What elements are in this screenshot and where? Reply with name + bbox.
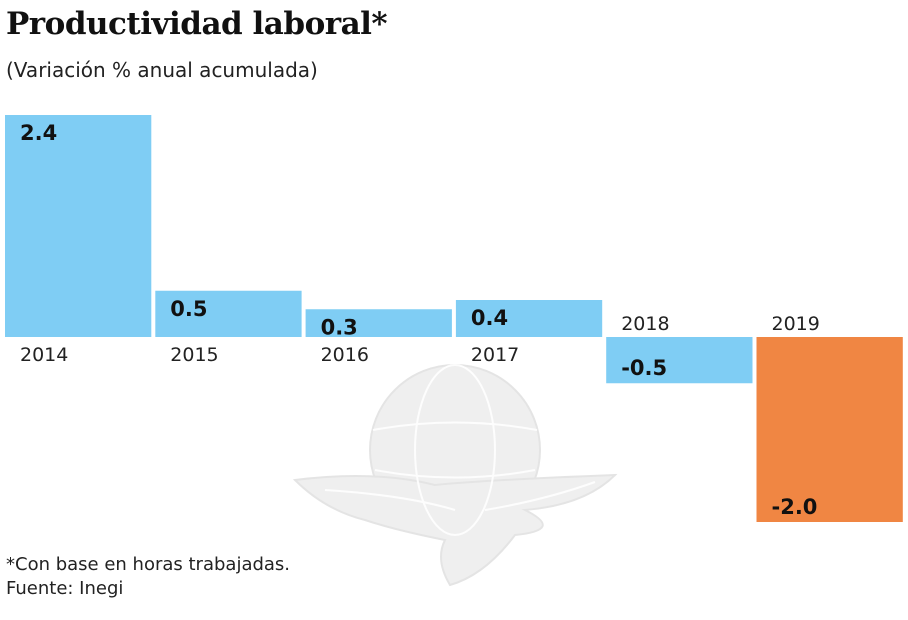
tick-label-2019: 2019 — [772, 313, 820, 335]
value-label-2016: 0.3 — [321, 315, 358, 339]
tick-label-2018: 2018 — [621, 313, 669, 335]
bar-2017 — [455, 300, 603, 337]
tick-label-2016: 2016 — [321, 344, 369, 366]
bar-2019 — [756, 337, 903, 522]
source-note: Fuente: Inegi — [6, 578, 124, 599]
bar-2018 — [606, 337, 753, 384]
eagle-globe-logo-icon — [292, 364, 618, 587]
value-label-2015: 0.5 — [170, 297, 207, 321]
value-label-2014: 2.4 — [20, 121, 57, 145]
chart-title: Productividad laboral* — [6, 6, 388, 42]
footnote: *Con base en horas trabajadas. — [6, 554, 291, 575]
bar-2015 — [155, 290, 302, 337]
value-label-2019: -2.0 — [772, 495, 818, 519]
value-label-2018: -0.5 — [621, 356, 667, 380]
tick-label-2015: 2015 — [170, 344, 218, 366]
value-label-2017: 0.4 — [471, 306, 508, 330]
bar-2016 — [305, 309, 452, 337]
bar-2014 — [5, 115, 152, 337]
chart-subtitle: (Variación % anual acumulada) — [6, 58, 318, 82]
tick-label-2014: 2014 — [20, 344, 68, 366]
tick-label-2017: 2017 — [471, 344, 519, 366]
